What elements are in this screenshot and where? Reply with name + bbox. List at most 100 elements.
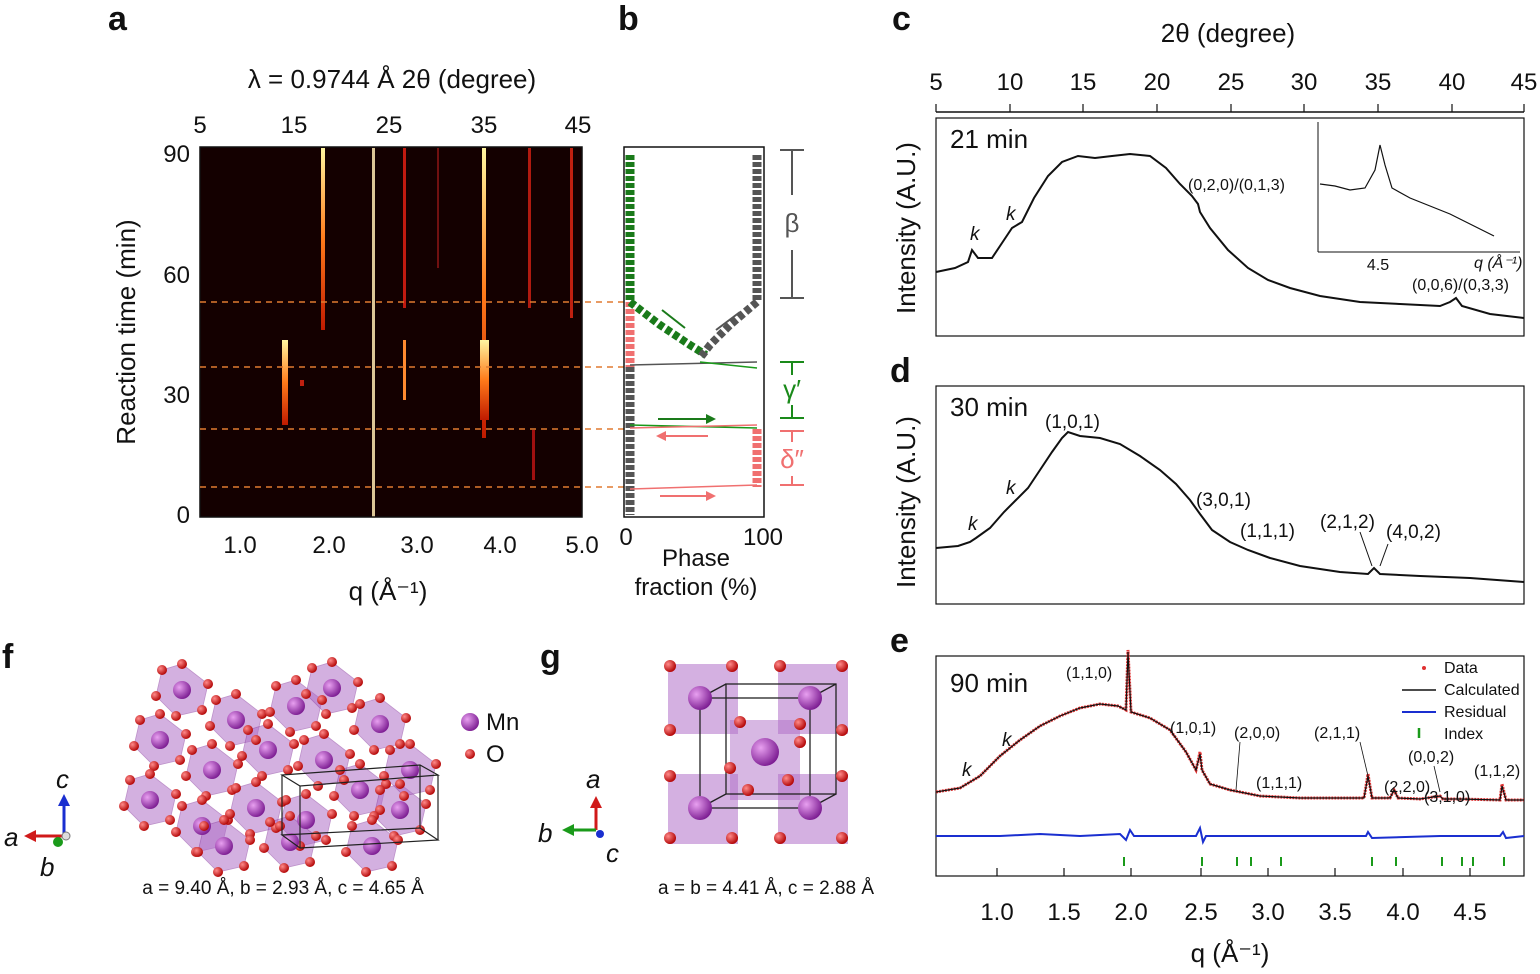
panel-c-frame bbox=[935, 117, 1525, 337]
oxygen-atom bbox=[125, 775, 135, 785]
annot-k: k bbox=[1006, 204, 1017, 225]
oxygen-atom bbox=[401, 713, 411, 723]
panel-e-legend: Data Calculated Residual Index bbox=[1402, 660, 1520, 743]
annot-k: k bbox=[970, 224, 981, 245]
tick-label: 2.5 bbox=[1184, 899, 1217, 926]
tick-label: 100 bbox=[743, 524, 783, 551]
annot-hkl: (1,0,1) bbox=[1170, 720, 1216, 737]
heatmap-background bbox=[200, 147, 582, 517]
panel-c-top-axis-label: 2θ (degree) bbox=[1161, 18, 1295, 48]
oxygen-atom bbox=[155, 709, 165, 719]
annot-hkl: (4,0,2) bbox=[1386, 522, 1441, 543]
tick-label: 40 bbox=[1439, 69, 1466, 96]
top-axis-ticks bbox=[935, 104, 1525, 112]
oxygen-atom bbox=[177, 659, 187, 669]
oxygen-atom bbox=[379, 771, 389, 781]
beta-label: β bbox=[785, 208, 800, 238]
phase-boundaries bbox=[200, 301, 626, 488]
panel-c-top-ticks: 5 10 15 20 25 30 35 40 45 bbox=[929, 69, 1537, 96]
pattern-30min bbox=[935, 430, 1525, 583]
panel-g-letter: g bbox=[540, 638, 561, 676]
manganese-atom bbox=[215, 837, 233, 855]
oxygen-atom bbox=[129, 741, 139, 751]
oxygen-atom bbox=[177, 801, 187, 811]
tick-label: 20 bbox=[1144, 69, 1171, 96]
tick-label: 25 bbox=[1218, 69, 1245, 96]
panel-e-time: 90 min bbox=[950, 668, 1028, 698]
axis-a-label: a bbox=[586, 764, 600, 794]
oxygen-atom bbox=[311, 721, 321, 731]
panel-g: g bbox=[538, 638, 874, 899]
panel-c-time: 21 min bbox=[950, 124, 1028, 154]
oxygen-atom bbox=[347, 703, 357, 713]
oxygen-atom bbox=[151, 691, 161, 701]
annot-k: k bbox=[1006, 478, 1017, 499]
manganese-atom bbox=[247, 799, 265, 817]
oxygen-atom bbox=[361, 867, 371, 877]
manganese-atom bbox=[391, 801, 409, 819]
oxygen-atom bbox=[171, 711, 181, 721]
oxygen-atom bbox=[257, 709, 267, 719]
panel-c-y-label: Intensity (A.U.) bbox=[891, 142, 921, 314]
panel-e-x-label: q (Å⁻¹) bbox=[1191, 938, 1270, 968]
tick-label: 60 bbox=[163, 262, 190, 289]
tick-label: 10 bbox=[997, 69, 1024, 96]
beta-line bbox=[629, 361, 758, 366]
oxygen-atom bbox=[281, 795, 291, 805]
axes-triad-f bbox=[24, 794, 71, 847]
oxygen-atom bbox=[265, 817, 275, 827]
oxygen-atom bbox=[369, 745, 379, 755]
oxygen-atom bbox=[237, 751, 247, 761]
panel-b-x-label-line2: fraction (%) bbox=[635, 574, 758, 601]
oxygen-atom bbox=[275, 821, 285, 831]
oxygen-atom bbox=[181, 729, 191, 739]
oxygen-atom bbox=[375, 693, 385, 703]
pattern-21min bbox=[935, 152, 1525, 319]
oxygen-atom bbox=[299, 735, 309, 745]
oxygen-atom bbox=[207, 739, 217, 749]
oxygen-atom bbox=[263, 719, 273, 729]
manganese-atom bbox=[323, 679, 341, 697]
oxygen-atom bbox=[283, 765, 293, 775]
oxygen-atom bbox=[405, 739, 415, 749]
oxygen-atom bbox=[239, 861, 249, 871]
manganese-atom bbox=[315, 751, 333, 769]
crystal-structure-g bbox=[664, 660, 848, 844]
manganese-atom bbox=[297, 811, 315, 829]
manganese-atom bbox=[173, 681, 191, 699]
legend-swatch bbox=[1422, 666, 1426, 670]
oxygen-atom bbox=[387, 861, 397, 871]
tick-label: 5 bbox=[929, 69, 942, 96]
oxygen-atom bbox=[251, 777, 261, 787]
panel-a-top-ticks: 5 15 25 35 45 bbox=[193, 112, 591, 139]
oxygen-atom bbox=[165, 815, 175, 825]
panel-e-tickmarks bbox=[996, 868, 1471, 876]
axis-b-label: b bbox=[538, 818, 552, 848]
panel-a-bottom-label: q (Å⁻¹) bbox=[349, 576, 428, 606]
tick-label: 4.0 bbox=[1386, 899, 1419, 926]
tick-label: 35 bbox=[1365, 69, 1392, 96]
tick-label: 4.0 bbox=[483, 532, 516, 559]
tick-label: 90 bbox=[163, 141, 190, 168]
caption-g: a = b = 4.41 Å, c = 2.88 Å bbox=[658, 878, 874, 899]
oxygen-atom bbox=[313, 781, 323, 791]
oxygen-atom bbox=[355, 759, 365, 769]
annot-hkl: (2,2,0) bbox=[1384, 779, 1430, 796]
manganese-atom bbox=[203, 761, 221, 779]
oxygen-atom bbox=[289, 739, 299, 749]
oxygen-atom bbox=[271, 681, 281, 691]
tick-label: 3.5 bbox=[1318, 899, 1351, 926]
annot-hkl: (1,1,0) bbox=[1066, 665, 1112, 682]
annot-hkl: (1,0,1) bbox=[1045, 412, 1100, 433]
oxygen-atom bbox=[291, 675, 301, 685]
panel-e-letter: e bbox=[890, 622, 909, 660]
panel-a-y-ticks: 90 60 30 0 bbox=[163, 141, 190, 529]
oxygen-atom bbox=[119, 801, 129, 811]
panel-f-letter: f bbox=[2, 638, 14, 676]
panel-e-frame bbox=[935, 655, 1525, 877]
annot-hkl: (1,1,1) bbox=[1240, 521, 1295, 542]
panel-d-y-label: Intensity (A.U.) bbox=[891, 416, 921, 588]
oxygen-atom bbox=[181, 771, 191, 781]
oxygen-atom bbox=[149, 761, 159, 771]
tick-label: 5.0 bbox=[565, 532, 598, 559]
